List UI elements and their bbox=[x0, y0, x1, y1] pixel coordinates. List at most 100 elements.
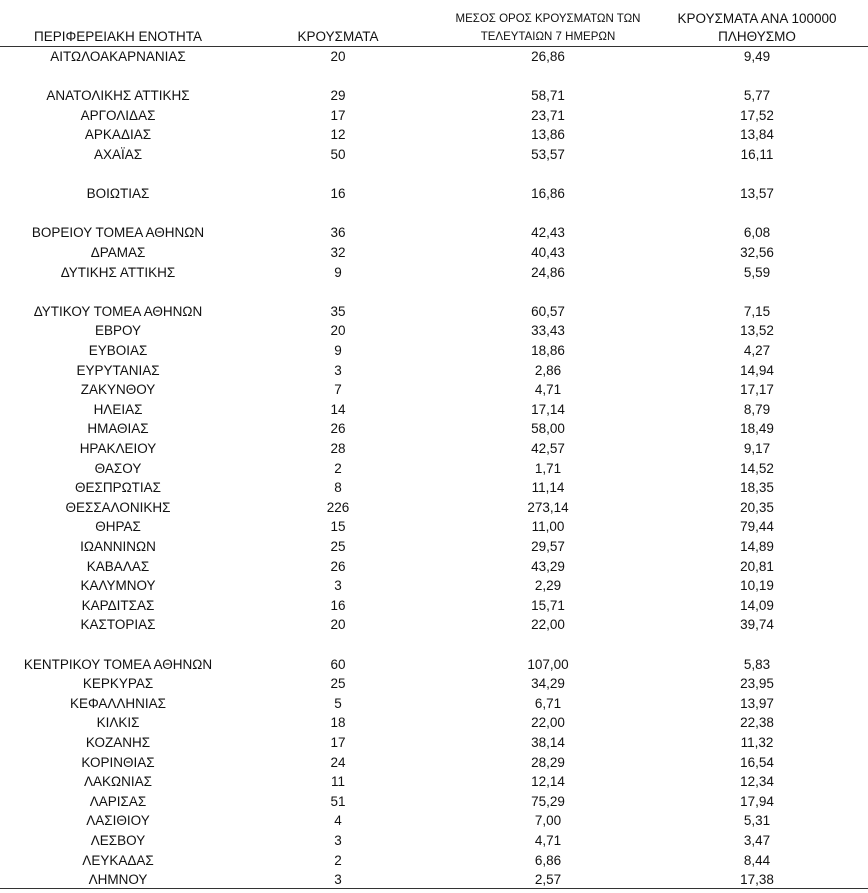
region-name: ΛΗΜΝΟΥ bbox=[88, 872, 148, 888]
cell-value: 5,59 bbox=[743, 264, 771, 280]
cell-value: 38,14 bbox=[531, 735, 565, 750]
cell-value: 13,84 bbox=[740, 127, 774, 143]
cell-value: 14 bbox=[330, 401, 346, 417]
region-name: ΒΟΙΩΤΙΑΣ bbox=[86, 186, 150, 202]
cell-value: 9,49 bbox=[743, 49, 771, 64]
cell-value: 8,44 bbox=[743, 852, 771, 868]
cell-value: 2 bbox=[334, 460, 342, 476]
cell-value: 9 bbox=[334, 343, 342, 358]
cell-value: 12,14 bbox=[531, 774, 565, 790]
cell-value: 2 bbox=[334, 852, 342, 868]
cell-value: 17 bbox=[330, 107, 346, 123]
region-name: ΛΕΣΒΟΥ bbox=[90, 833, 146, 848]
cell-value: 3 bbox=[334, 578, 342, 594]
cell-value: 42,57 bbox=[531, 441, 565, 456]
region-name: ΚΑΛΥΜΝΟΥ bbox=[80, 578, 156, 594]
region-name: ΕΥΒΟΙΑΣ bbox=[88, 343, 148, 358]
cell-value: 5,83 bbox=[743, 656, 771, 672]
region-name: ΚΕΦΑΛΛΗΝΙΑΣ bbox=[69, 695, 167, 711]
region-name: ΚΑΒΑΛΑΣ bbox=[86, 558, 150, 574]
cell-value: 6,08 bbox=[743, 225, 771, 241]
region-name: ΘΗΡΑΣ bbox=[95, 519, 141, 535]
cell-value: 40,43 bbox=[531, 245, 565, 260]
column-header: ΜΕΣΟΣ ΟΡΟΣ ΚΡΟΥΣΜΑΤΩΝ ΤΩΝ bbox=[455, 13, 641, 25]
cell-value: 16 bbox=[330, 186, 346, 202]
cell-value: 8 bbox=[334, 480, 342, 496]
cell-value: 7,15 bbox=[743, 303, 771, 319]
cell-value: 1,71 bbox=[534, 460, 562, 476]
cell-value: 25 bbox=[330, 539, 346, 554]
cell-value: 17 bbox=[330, 735, 346, 750]
cell-value: 18,86 bbox=[531, 343, 565, 358]
cell-value: 3,47 bbox=[743, 833, 771, 848]
cell-value: 3 bbox=[334, 833, 342, 848]
cell-value: 10,19 bbox=[740, 578, 774, 594]
region-name: ΗΡΑΚΛΕΙΟΥ bbox=[79, 441, 157, 456]
region-name: ΕΥΡΥΤΑΝΙΑΣ bbox=[76, 362, 160, 378]
cell-value: 7 bbox=[334, 382, 342, 398]
cell-value: 53,57 bbox=[531, 147, 565, 162]
cell-value: 23,95 bbox=[740, 676, 774, 692]
cell-value: 26 bbox=[330, 421, 346, 437]
cell-value: 26,86 bbox=[531, 49, 565, 64]
cell-value: 22,38 bbox=[740, 715, 774, 731]
cell-value: 79,44 bbox=[740, 519, 774, 535]
region-name: ΛΕΥΚΑΔΑΣ bbox=[82, 852, 154, 868]
cell-value: 18,49 bbox=[740, 421, 774, 437]
column-header: ΤΕΛΕΥΤΑΙΩΝ 7 ΗΜΕΡΩΝ bbox=[480, 31, 616, 43]
cell-value: 3 bbox=[334, 362, 342, 378]
column-header: ΚΡΟΥΣΜΑΤΑ bbox=[297, 29, 379, 44]
cell-value: 5,31 bbox=[743, 813, 771, 829]
cell-value: 20 bbox=[330, 617, 346, 633]
column-header: ΚΡΟΥΣΜΑΤΑ ΑΝΑ 100000 bbox=[677, 11, 837, 26]
cell-value: 17,94 bbox=[740, 793, 774, 809]
cell-value: 15,71 bbox=[531, 597, 565, 613]
cell-value: 4 bbox=[334, 813, 342, 829]
cell-value: 29 bbox=[330, 88, 346, 104]
cell-value: 6,86 bbox=[534, 852, 562, 868]
cell-value: 26 bbox=[330, 558, 346, 574]
cell-value: 14,94 bbox=[740, 362, 774, 378]
cell-value: 7,00 bbox=[534, 813, 562, 829]
region-name: ΗΛΕΙΑΣ bbox=[93, 401, 143, 417]
cell-value: 9,17 bbox=[743, 441, 771, 456]
cell-value: 25 bbox=[330, 676, 346, 692]
cell-value: 8,79 bbox=[743, 401, 771, 417]
cell-value: 16,54 bbox=[740, 754, 774, 770]
cell-value: 28 bbox=[330, 441, 346, 456]
region-name: ΛΑΚΩΝΙΑΣ bbox=[84, 774, 152, 790]
cell-value: 13,86 bbox=[531, 127, 565, 143]
cell-value: 9 bbox=[334, 264, 342, 280]
region-name: ΔΥΤΙΚΗΣ ΑΤΤΙΚΗΣ bbox=[60, 264, 176, 280]
cell-value: 226 bbox=[326, 499, 350, 515]
region-name: ΚΑΣΤΟΡΙΑΣ bbox=[80, 617, 156, 633]
cell-value: 16,11 bbox=[740, 147, 774, 162]
region-name: ΚΟΖΑΝΗΣ bbox=[85, 735, 151, 750]
cell-value: 18 bbox=[330, 715, 346, 731]
cell-value: 5 bbox=[334, 695, 342, 711]
cell-value: 2,57 bbox=[534, 872, 562, 888]
cell-value: 58,00 bbox=[531, 421, 565, 437]
cell-value: 13,52 bbox=[740, 323, 774, 339]
region-name: ΚΑΡΔΙΤΣΑΣ bbox=[81, 597, 155, 613]
region-name: ΑΙΤΩΛΟΑΚΑΡΝΑΝΙΑΣ bbox=[50, 49, 186, 64]
header-rule bbox=[0, 46, 868, 47]
cell-value: 13,97 bbox=[740, 695, 774, 711]
cell-value: 39,74 bbox=[740, 617, 774, 633]
region-name: ΚΙΛΚΙΣ bbox=[96, 715, 140, 731]
column-header: ΠΕΡΙΦΕΡΕΙΑΚΗ ΕΝΟΤΗΤΑ bbox=[33, 29, 203, 44]
cell-value: 60,57 bbox=[531, 303, 565, 319]
region-name: ΘΕΣΠΡΩΤΙΑΣ bbox=[74, 480, 162, 496]
cell-value: 32 bbox=[330, 245, 346, 260]
cell-value: 51 bbox=[330, 793, 346, 809]
cell-value: 11 bbox=[330, 774, 345, 790]
cell-value: 11,32 bbox=[740, 735, 774, 750]
cell-value: 17,17 bbox=[740, 382, 774, 398]
cell-value: 20 bbox=[330, 49, 346, 64]
cell-value: 20,81 bbox=[740, 558, 774, 574]
region-name: ΘΕΣΣΑΛΟΝΙΚΗΣ bbox=[65, 499, 171, 515]
region-name: ΙΩΑΝΝΙΝΩΝ bbox=[80, 539, 156, 554]
column-header: ΠΛΗΘΥΣΜΟ bbox=[718, 29, 796, 44]
region-name: ΚΟΡΙΝΘΙΑΣ bbox=[81, 754, 155, 770]
